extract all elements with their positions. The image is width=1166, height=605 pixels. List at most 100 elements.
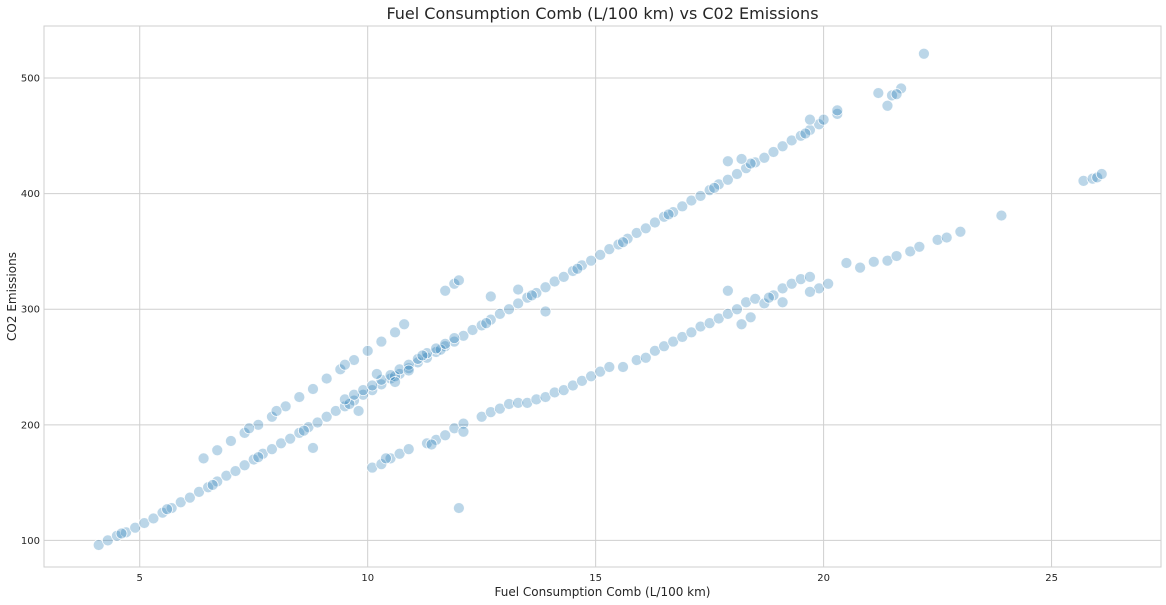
data-point [197, 452, 210, 465]
data-point [503, 303, 515, 316]
x-tick-label: 25 [1045, 573, 1058, 584]
data-point [293, 391, 306, 403]
data-point [740, 296, 753, 309]
data-point [115, 527, 128, 540]
x-tick-label: 15 [589, 573, 602, 584]
data-point [822, 277, 835, 290]
data-point [649, 216, 661, 229]
data-point [804, 113, 816, 126]
data-point [366, 461, 379, 474]
data-point [457, 329, 470, 342]
data-point [243, 422, 256, 435]
data-point [211, 444, 224, 457]
y-tick-label: 200 [21, 420, 40, 431]
data-point [521, 396, 534, 409]
data-point [389, 376, 401, 388]
data-point [320, 372, 333, 385]
data-point [147, 512, 160, 525]
data-point [384, 369, 397, 382]
data-point [370, 368, 383, 380]
y-tick-label: 400 [21, 189, 40, 200]
data-point [617, 236, 629, 249]
data-point [539, 281, 552, 294]
data-point [763, 291, 775, 304]
data-point [270, 405, 283, 417]
data-point [311, 416, 324, 429]
y-axis-label: CO2 Emissions [5, 252, 19, 341]
data-point [831, 107, 844, 120]
data-point [767, 146, 780, 158]
data-point [380, 452, 392, 465]
data-point [840, 257, 853, 269]
data-point [731, 168, 743, 180]
data-point [238, 427, 251, 439]
data-point [931, 233, 944, 246]
data-point [662, 208, 675, 221]
data-point [457, 425, 470, 438]
data-point [594, 248, 607, 261]
data-point [1077, 175, 1090, 187]
data-point [676, 200, 689, 213]
data-point [425, 438, 438, 451]
data-point [890, 250, 903, 262]
data-point [954, 225, 967, 238]
data-point [457, 417, 470, 430]
data-point [639, 222, 652, 235]
data-point [525, 289, 538, 302]
data-point [571, 262, 584, 275]
data-point [603, 361, 616, 373]
data-point [639, 351, 652, 364]
data-point [448, 332, 461, 345]
data-point [307, 442, 319, 454]
data-point [918, 47, 930, 60]
data-point [744, 311, 757, 324]
data-point [252, 451, 265, 464]
y-tick-label: 100 [21, 536, 40, 547]
data-point [539, 305, 552, 318]
data-point [416, 349, 429, 362]
data-point [548, 386, 561, 399]
data-point [284, 432, 297, 445]
data-point [165, 502, 178, 514]
data-point [343, 398, 356, 410]
data-point [881, 99, 894, 112]
data-point [804, 285, 816, 298]
data-point [721, 173, 734, 186]
data-point [366, 379, 379, 392]
data-point [339, 358, 351, 371]
data-point [452, 274, 465, 287]
data-point [685, 326, 698, 339]
data-point [375, 335, 388, 348]
chart-title: Fuel Consumption Comb (L/100 km) vs C02 … [386, 4, 818, 23]
data-point [799, 127, 812, 140]
data-point [375, 378, 388, 391]
data-point [557, 270, 570, 283]
data-point [266, 443, 278, 455]
data-point [484, 406, 497, 418]
data-point [913, 240, 926, 253]
data-point [448, 335, 461, 348]
data-point [721, 155, 734, 168]
data-point [708, 181, 721, 194]
data-point [776, 140, 789, 153]
x-tick-label: 20 [817, 573, 830, 584]
data-point [617, 361, 629, 373]
data-point [307, 383, 319, 395]
data-point [206, 479, 219, 491]
data-point [484, 290, 497, 303]
data-point [398, 318, 411, 331]
data-point [225, 435, 237, 447]
data-point [794, 273, 807, 286]
data-point [630, 354, 643, 366]
data-point [890, 88, 903, 101]
data-point [694, 190, 707, 202]
data-point [530, 393, 543, 406]
data-point [334, 363, 347, 376]
x-tick-label: 5 [137, 573, 143, 584]
data-point [439, 429, 452, 442]
data-point [721, 284, 734, 297]
data-point [735, 153, 748, 165]
data-point [872, 87, 885, 99]
y-tick-label: 300 [21, 305, 40, 316]
